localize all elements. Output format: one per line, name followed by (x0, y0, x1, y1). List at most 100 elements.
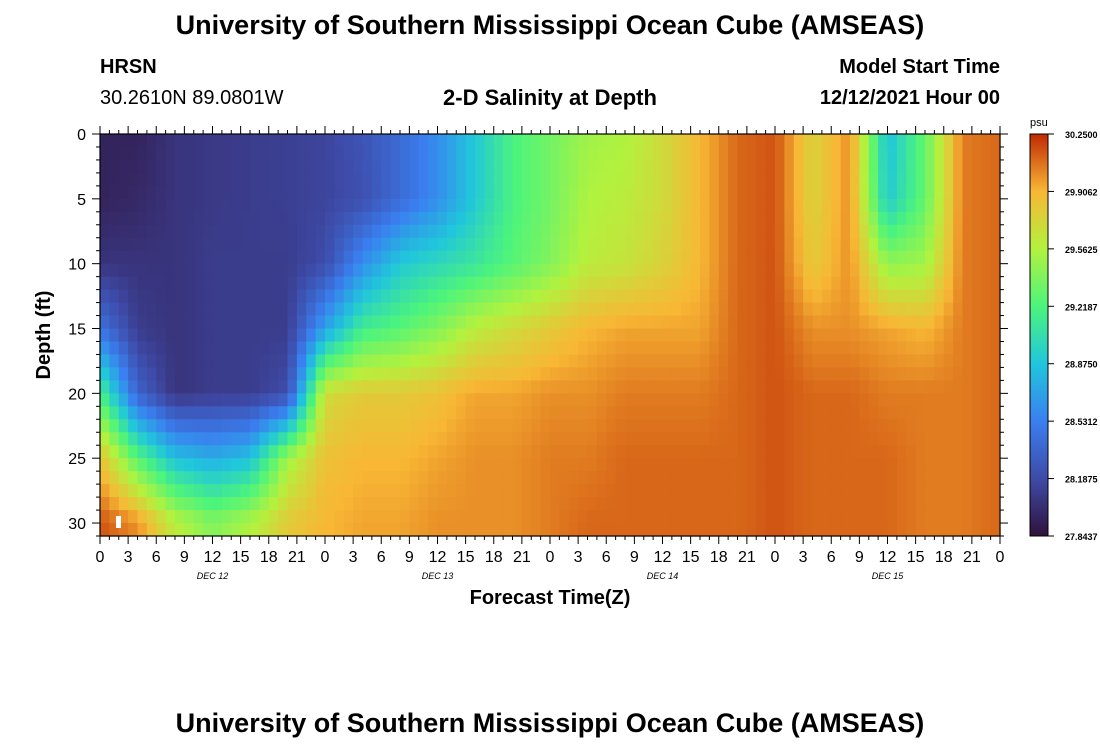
heatmap-cell (615, 146, 626, 161)
heatmap-cell (109, 263, 120, 278)
heatmap-cell (821, 354, 832, 369)
heatmap-cell (137, 237, 148, 252)
heatmap-cell (250, 471, 260, 485)
heatmap-cell (212, 159, 223, 174)
heatmap-cell (212, 497, 223, 511)
heatmap-cell (484, 419, 495, 433)
heatmap-cell (850, 198, 860, 213)
heatmap-cell (456, 328, 467, 343)
heatmap-cell (268, 237, 279, 252)
heatmap-cell (906, 302, 917, 317)
heatmap-cell (793, 315, 804, 330)
heatmap-cell (718, 224, 729, 239)
heatmap-cell (409, 185, 420, 200)
heatmap-cell (568, 458, 579, 472)
heatmap-cell (943, 198, 954, 213)
heatmap-cell (381, 185, 392, 200)
heatmap-cell (428, 250, 439, 265)
heatmap-cell (775, 185, 785, 200)
heatmap-cell (803, 354, 814, 369)
heatmap-cell (521, 393, 532, 407)
heatmap-cell (896, 432, 907, 446)
heatmap-cell (353, 471, 364, 485)
heatmap-cell (446, 523, 457, 537)
heatmap-cell (896, 341, 907, 356)
heatmap-cell (878, 146, 889, 161)
heatmap-cell (156, 523, 167, 537)
heatmap-cell (540, 523, 551, 537)
heatmap-cell (746, 302, 757, 317)
heatmap-cell (559, 354, 570, 369)
heatmap-cell (559, 172, 570, 187)
heatmap-cell (156, 471, 167, 485)
heatmap-cell (793, 159, 804, 174)
heatmap-cell (456, 276, 467, 291)
heatmap-cell (981, 159, 992, 174)
heatmap-cell (475, 198, 485, 213)
heatmap-cell (728, 367, 739, 381)
heatmap-cell (859, 198, 870, 213)
heatmap-cell (118, 250, 129, 265)
heatmap-cell (653, 289, 664, 304)
heatmap-cell (568, 510, 579, 524)
heatmap-cell (831, 263, 842, 278)
heatmap-cell (765, 250, 776, 265)
heatmap-cell (606, 354, 617, 369)
heatmap-cell (353, 159, 364, 174)
heatmap-cell (934, 445, 945, 459)
heatmap-cell (662, 432, 673, 446)
heatmap-cell (193, 510, 204, 524)
heatmap-cell (128, 276, 139, 291)
heatmap-cell (690, 458, 701, 472)
heatmap-cell (625, 341, 635, 356)
heatmap-cell (887, 484, 898, 498)
heatmap-cell (231, 380, 242, 394)
heatmap-cell (962, 354, 973, 369)
heatmap-cell (728, 211, 739, 226)
heatmap-cell (925, 419, 935, 433)
heatmap-cell (531, 224, 542, 239)
heatmap-cell (925, 134, 935, 148)
heatmap-cell (137, 315, 148, 330)
heatmap-cell (156, 185, 167, 200)
heatmap-cell (184, 302, 195, 317)
heatmap-cell (137, 497, 148, 511)
heatmap-cell (250, 393, 260, 407)
heatmap-cell (315, 146, 326, 161)
heatmap-cell (690, 341, 701, 356)
heatmap-cell (456, 523, 467, 537)
heatmap-cell (100, 458, 110, 472)
heatmap-cell (718, 302, 729, 317)
heatmap-cell (334, 198, 345, 213)
heatmap-cell (690, 159, 701, 174)
heatmap-cell (840, 458, 851, 472)
heatmap-cell (334, 484, 345, 498)
heatmap-cell (962, 250, 973, 265)
heatmap-cell (287, 380, 298, 394)
heatmap-cell (728, 276, 739, 291)
heatmap-cell (118, 341, 129, 356)
heatmap-cell (587, 250, 598, 265)
heatmap-cell (353, 276, 364, 291)
heatmap-cell (615, 367, 626, 381)
heatmap-cell (268, 419, 279, 433)
heatmap-cell (615, 185, 626, 200)
heatmap-cell (625, 250, 635, 265)
heatmap-cell (193, 458, 204, 472)
heatmap-cell (587, 432, 598, 446)
heatmap-cell (550, 289, 560, 304)
heatmap-cell (325, 315, 335, 330)
heatmap-cell (306, 367, 317, 381)
heatmap-cell (831, 289, 842, 304)
heatmap-cell (371, 497, 382, 511)
heatmap-cell (540, 510, 551, 524)
heatmap-cell (681, 367, 692, 381)
heatmap-cell (559, 510, 570, 524)
heatmap-cell (756, 328, 767, 343)
heatmap-cell (221, 263, 232, 278)
heatmap-cell (803, 380, 814, 394)
heatmap-cell (315, 185, 326, 200)
heatmap-cell (803, 172, 814, 187)
heatmap-cell (671, 484, 682, 498)
heatmap-cell (531, 393, 542, 407)
